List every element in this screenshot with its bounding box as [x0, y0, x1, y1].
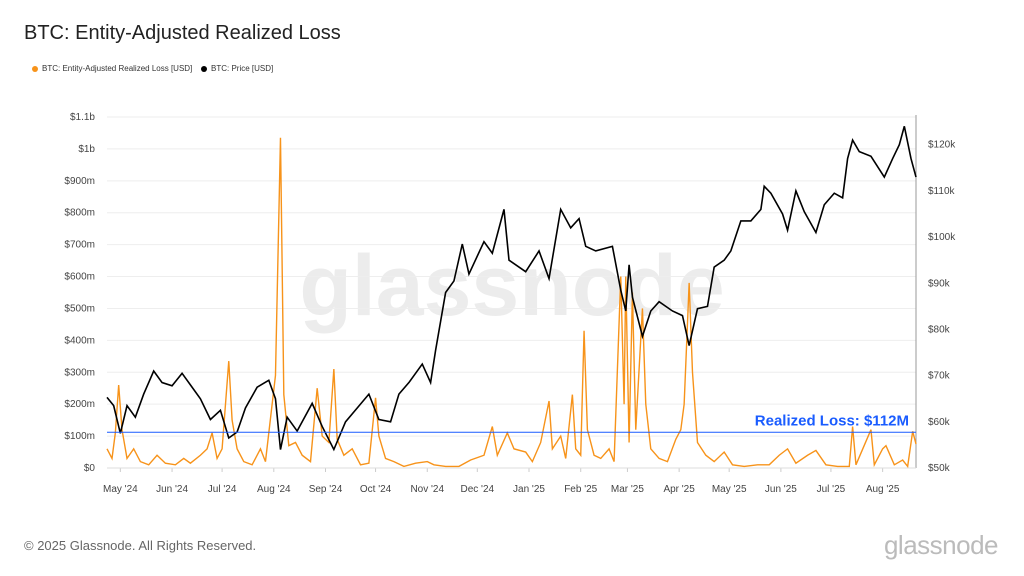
y-left-tick-label: $1.1b — [70, 112, 95, 123]
x-tick-label: Apr '25 — [663, 484, 695, 495]
x-tick-label: Aug '24 — [257, 484, 291, 495]
x-tick-label: Jun '25 — [765, 484, 797, 495]
y-left-tick-label: $1b — [78, 144, 95, 155]
y-left-tick-label: $300m — [64, 367, 95, 378]
legend-dot-icon — [32, 65, 38, 72]
x-tick-label: Jan '25 — [513, 484, 545, 495]
legend-label: BTC: Entity-Adjusted Realized Loss [USD] — [42, 64, 193, 73]
y-left-tick-label: $200m — [64, 399, 95, 410]
x-tick-label: May '25 — [712, 484, 747, 495]
x-tick-label: Dec '24 — [461, 484, 495, 495]
y-right-tick-label: $60k — [928, 417, 951, 428]
x-tick-label: Jul '25 — [817, 484, 846, 495]
legend-item-realized-loss[interactable]: BTC: Entity-Adjusted Realized Loss [USD] — [32, 64, 192, 73]
y-right-tick-label: $80k — [928, 324, 951, 335]
x-tick-label: Nov '24 — [410, 484, 444, 495]
y-right-tick-label: $70k — [928, 371, 951, 382]
y-left-tick-label: $0 — [84, 463, 96, 474]
x-tick-label: Jun '24 — [156, 484, 188, 495]
y-left-tick-label: $700m — [64, 240, 95, 251]
copyright: © 2025 Glassnode. All Rights Reserved. — [24, 538, 257, 553]
legend-item-price[interactable]: BTC: Price [USD] — [201, 64, 273, 73]
x-tick-label: Feb '25 — [564, 484, 597, 495]
y-left-tick-label: $100m — [64, 431, 95, 442]
legend-dot-icon — [201, 65, 207, 72]
brand-logo: glassnode — [883, 530, 999, 560]
x-tick-label: May '24 — [103, 484, 138, 495]
x-tick-label: Aug '25 — [866, 484, 900, 495]
y-left-tick-label: $900m — [64, 176, 95, 187]
x-tick-label: Mar '25 — [611, 484, 644, 495]
chart-title: BTC: Entity-Adjusted Realized Loss — [24, 22, 341, 44]
x-tick-label: Sep '24 — [309, 484, 343, 495]
y-left-tick-label: $400m — [64, 335, 95, 346]
x-tick-label: Oct '24 — [360, 484, 392, 495]
legend-label: BTC: Price [USD] — [211, 64, 274, 73]
y-left-tick-label: $600m — [64, 272, 95, 283]
watermark: glassnode — [299, 238, 724, 334]
y-right-tick-label: $90k — [928, 278, 951, 289]
y-right-tick-label: $50k — [928, 463, 951, 474]
y-right-tick-label: $100k — [928, 232, 956, 243]
x-tick-label: Jul '24 — [208, 484, 237, 495]
realized-loss-line — [106, 137, 917, 469]
y-right-tick-label: $120k — [928, 140, 956, 151]
annotation-label: Realized Loss: $112M — [755, 412, 909, 429]
y-left-tick-label: $800m — [64, 208, 95, 219]
y-left-tick-label: $500m — [64, 303, 95, 314]
y-right-tick-label: $110k — [928, 186, 956, 197]
